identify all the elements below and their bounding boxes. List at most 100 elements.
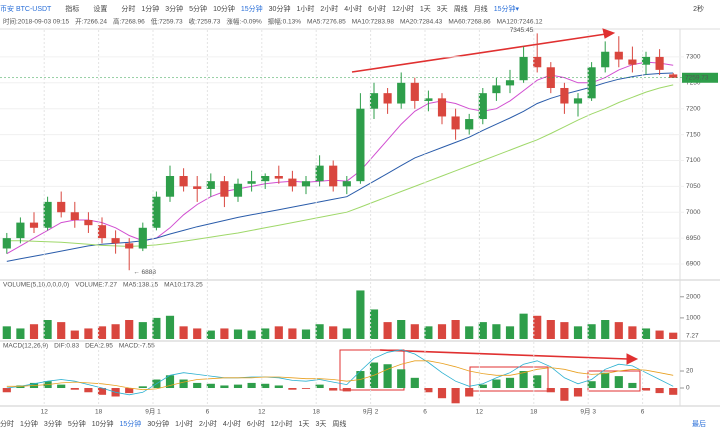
volume-bar <box>29 324 39 339</box>
interval-button[interactable]: 2小时 <box>320 5 339 13</box>
header-text: MA20:7284.43 <box>400 19 443 26</box>
volume-bar <box>97 326 107 339</box>
candle-body <box>614 51 623 60</box>
header-text: DEA:2.95 <box>85 343 113 350</box>
candle-body <box>641 56 651 65</box>
macd-bar <box>383 364 392 389</box>
volume-bar <box>43 320 52 339</box>
candle-body <box>329 165 338 187</box>
interval-button[interactable]: 1小时 <box>296 5 315 13</box>
interval-button[interactable]: 3天 <box>315 420 327 428</box>
y-tick-label: 7000 <box>686 209 701 216</box>
interval-button[interactable]: 5分钟 <box>189 5 208 13</box>
price-tag: 7259.73 <box>685 74 709 81</box>
macd-bar <box>614 376 623 389</box>
interval-button[interactable]: 1天 <box>419 5 431 13</box>
interval-button[interactable]: 12小时 <box>392 5 414 13</box>
header-text: MACD:-7.55 <box>119 343 155 350</box>
volume-bar <box>57 322 66 339</box>
macd-bar <box>274 385 283 389</box>
macd-line <box>6 349 674 396</box>
macd-bar <box>533 375 542 389</box>
ma-line <box>6 61 674 255</box>
candle-body <box>29 222 39 228</box>
macd-bar <box>138 386 147 389</box>
interval-button[interactable]: 4小时 <box>222 420 241 428</box>
candle-body <box>165 176 175 197</box>
x-tick-label: 18 <box>95 409 103 416</box>
interval-button[interactable]: 10分钟 <box>213 5 235 13</box>
last-button[interactable]: 最后 <box>692 420 706 428</box>
macd-bar <box>206 383 215 389</box>
interval-button[interactable]: 分时 <box>121 5 136 13</box>
bottom-toolbar: 分时 1分钟 3分钟 5分钟 10分钟 15分钟 30分钟 1小时 2小时 4小时 6小时 12小时 1… <box>0 417 720 430</box>
interval-dropdown[interactable]: 15分钟▾ <box>493 5 519 13</box>
candle-body <box>57 201 66 213</box>
header-text: MA10:173.25 <box>164 282 203 289</box>
macd-bar <box>193 382 202 389</box>
volume-bar <box>519 313 528 339</box>
header-text: DIF:0.83 <box>54 343 79 350</box>
volume-bar <box>111 324 120 339</box>
header-text: 涨幅:-0.09% <box>226 17 262 26</box>
macd-bar <box>57 384 66 389</box>
volume-bar <box>206 330 215 339</box>
candle-body <box>301 181 311 187</box>
interval-button[interactable]: 月线 <box>473 5 488 13</box>
volume-bar <box>573 326 583 339</box>
candle-body <box>138 227 147 249</box>
interval-button[interactable]: 3分钟 <box>43 420 62 428</box>
interval-button[interactable]: 1天 <box>298 420 310 428</box>
ma-line <box>6 84 674 247</box>
header-text: 振幅:0.13% <box>268 17 301 26</box>
macd-bar <box>505 377 515 389</box>
y-tick-label: 6900 <box>686 261 701 268</box>
macd-bar <box>587 381 596 389</box>
volume-bar <box>288 328 297 339</box>
candle-body <box>97 225 107 239</box>
interval-button[interactable]: 4小时 <box>344 5 363 13</box>
interval-button[interactable]: 3天 <box>436 5 448 13</box>
tool-button[interactable]: 设置 <box>93 5 108 13</box>
interval-button[interactable]: 6小时 <box>246 420 265 428</box>
candle-body <box>206 181 215 189</box>
interval-button[interactable]: 3分钟 <box>165 5 184 13</box>
interval-button[interactable]: 15分钟 <box>240 5 263 13</box>
macd-line <box>6 360 674 391</box>
interval-button[interactable]: 1分钟 <box>141 5 160 13</box>
interval-button[interactable]: 5分钟 <box>67 420 86 428</box>
header-text: 低:7259.73 <box>151 17 183 26</box>
interval-button[interactable]: 周线 <box>453 5 468 13</box>
interval-button[interactable]: 10分钟 <box>91 420 114 428</box>
interval-button[interactable]: 6小时 <box>368 5 387 13</box>
volume-bar <box>669 332 678 339</box>
interval-button[interactable]: 12小时 <box>270 420 293 428</box>
interval-button[interactable]: 2小时 <box>199 420 217 428</box>
candle-body <box>288 178 297 187</box>
tool-button[interactable]: 指标 <box>65 5 80 13</box>
interval-button[interactable]: 15分钟 <box>119 420 142 428</box>
candle-body <box>2 238 11 249</box>
interval-button[interactable]: 分时 <box>0 420 14 428</box>
volume-bar <box>329 326 338 339</box>
volume-bar <box>533 315 542 339</box>
volume-bar <box>601 320 610 339</box>
price-tag-box <box>682 72 718 83</box>
volume-bar <box>274 326 283 339</box>
volume-bar <box>628 326 637 339</box>
interval-button[interactable]: 周线 <box>332 420 347 428</box>
annotations <box>339 28 641 392</box>
candle-body <box>247 181 256 184</box>
header-text: MA5:138.15 <box>123 282 158 289</box>
interval-button[interactable]: 1分钟 <box>20 420 38 428</box>
interval-button[interactable]: 30分钟 <box>268 5 291 13</box>
interval-button[interactable]: 30分钟 <box>147 420 170 428</box>
header-text: MACD(12,26,9) <box>3 343 48 350</box>
header-text: MA5:7276.85 <box>307 19 346 26</box>
header-text: 收:7259.73 <box>189 17 221 26</box>
macd-bar <box>478 384 487 389</box>
y-tick-label: 20 <box>686 368 694 375</box>
interval-button[interactable]: 1小时 <box>175 420 194 428</box>
volume-bar <box>356 290 365 339</box>
macd-bar <box>97 388 107 395</box>
